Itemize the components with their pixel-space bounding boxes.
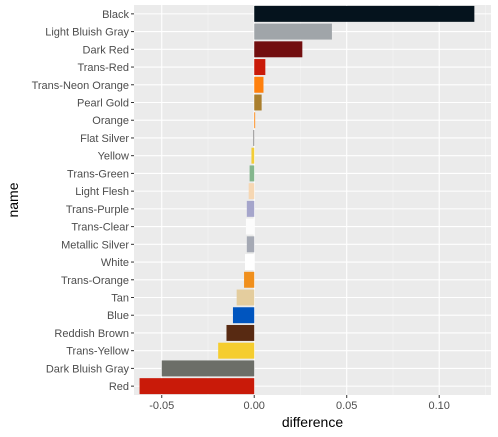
x-tick-label: -0.05: [149, 400, 174, 412]
y-tick-label: Trans-Clear: [71, 222, 129, 234]
y-tick-label: Yellow: [98, 151, 129, 163]
bar: [244, 271, 255, 288]
y-tick-label: Blue: [107, 310, 129, 322]
bar: [253, 129, 255, 146]
bar: [245, 218, 255, 235]
bar: [254, 94, 262, 111]
bar: [254, 76, 264, 93]
y-tick-label: Light Flesh: [75, 186, 129, 198]
bar: [254, 112, 256, 129]
bar: [139, 378, 255, 395]
y-tick-label: Red: [109, 381, 129, 393]
x-tick-label: 0.00: [244, 400, 265, 412]
y-tick-label: Flat Silver: [80, 133, 129, 145]
x-tick-label: 0.10: [428, 400, 449, 412]
bar: [254, 59, 266, 76]
y-axis-title: name: [5, 182, 21, 217]
y-tick-label: Metallic Silver: [61, 239, 129, 251]
bar: [226, 324, 255, 341]
bars-group: [139, 5, 475, 395]
bar: [254, 41, 303, 58]
bar: [232, 307, 255, 324]
bar: [161, 360, 255, 377]
y-axis-ticks: Black Light Bluish Gray Dark Red Trans-Red T…: [32, 9, 134, 393]
y-tick-label: Trans-Green: [67, 168, 129, 180]
y-tick-label: White: [101, 257, 129, 269]
y-tick-label: Light Bluish Gray: [45, 27, 129, 39]
y-tick-label: Trans-Purple: [66, 204, 129, 216]
y-tick-label: Dark Bluish Gray: [46, 363, 130, 375]
x-axis-ticks: -0.05 0.00 0.05 0.10: [149, 395, 450, 412]
x-axis-title: difference: [282, 414, 343, 430]
bar: [248, 183, 255, 200]
y-tick-label: Trans-Red: [77, 62, 129, 74]
y-tick-label: Trans-Orange: [61, 275, 129, 287]
y-tick-label: Trans-Neon Orange: [32, 80, 129, 92]
x-tick-label: 0.05: [336, 400, 357, 412]
y-tick-label: Reddish Brown: [54, 328, 129, 340]
y-tick-label: Tan: [111, 293, 129, 305]
y-tick-label: Trans-Yellow: [66, 346, 129, 358]
y-tick-label: Pearl Gold: [77, 98, 129, 110]
panel-background: [134, 5, 491, 395]
y-tick-label: Black: [102, 9, 129, 21]
bar: [251, 147, 255, 164]
y-tick-label: Dark Red: [83, 44, 129, 56]
bar: [254, 23, 332, 40]
y-tick-label: Orange: [92, 115, 129, 127]
bar: [246, 236, 255, 253]
bar: [218, 342, 255, 359]
bar: [249, 165, 255, 182]
bar: [246, 200, 255, 217]
bar: [244, 254, 255, 271]
bar: [236, 289, 255, 306]
bar: [254, 5, 475, 22]
